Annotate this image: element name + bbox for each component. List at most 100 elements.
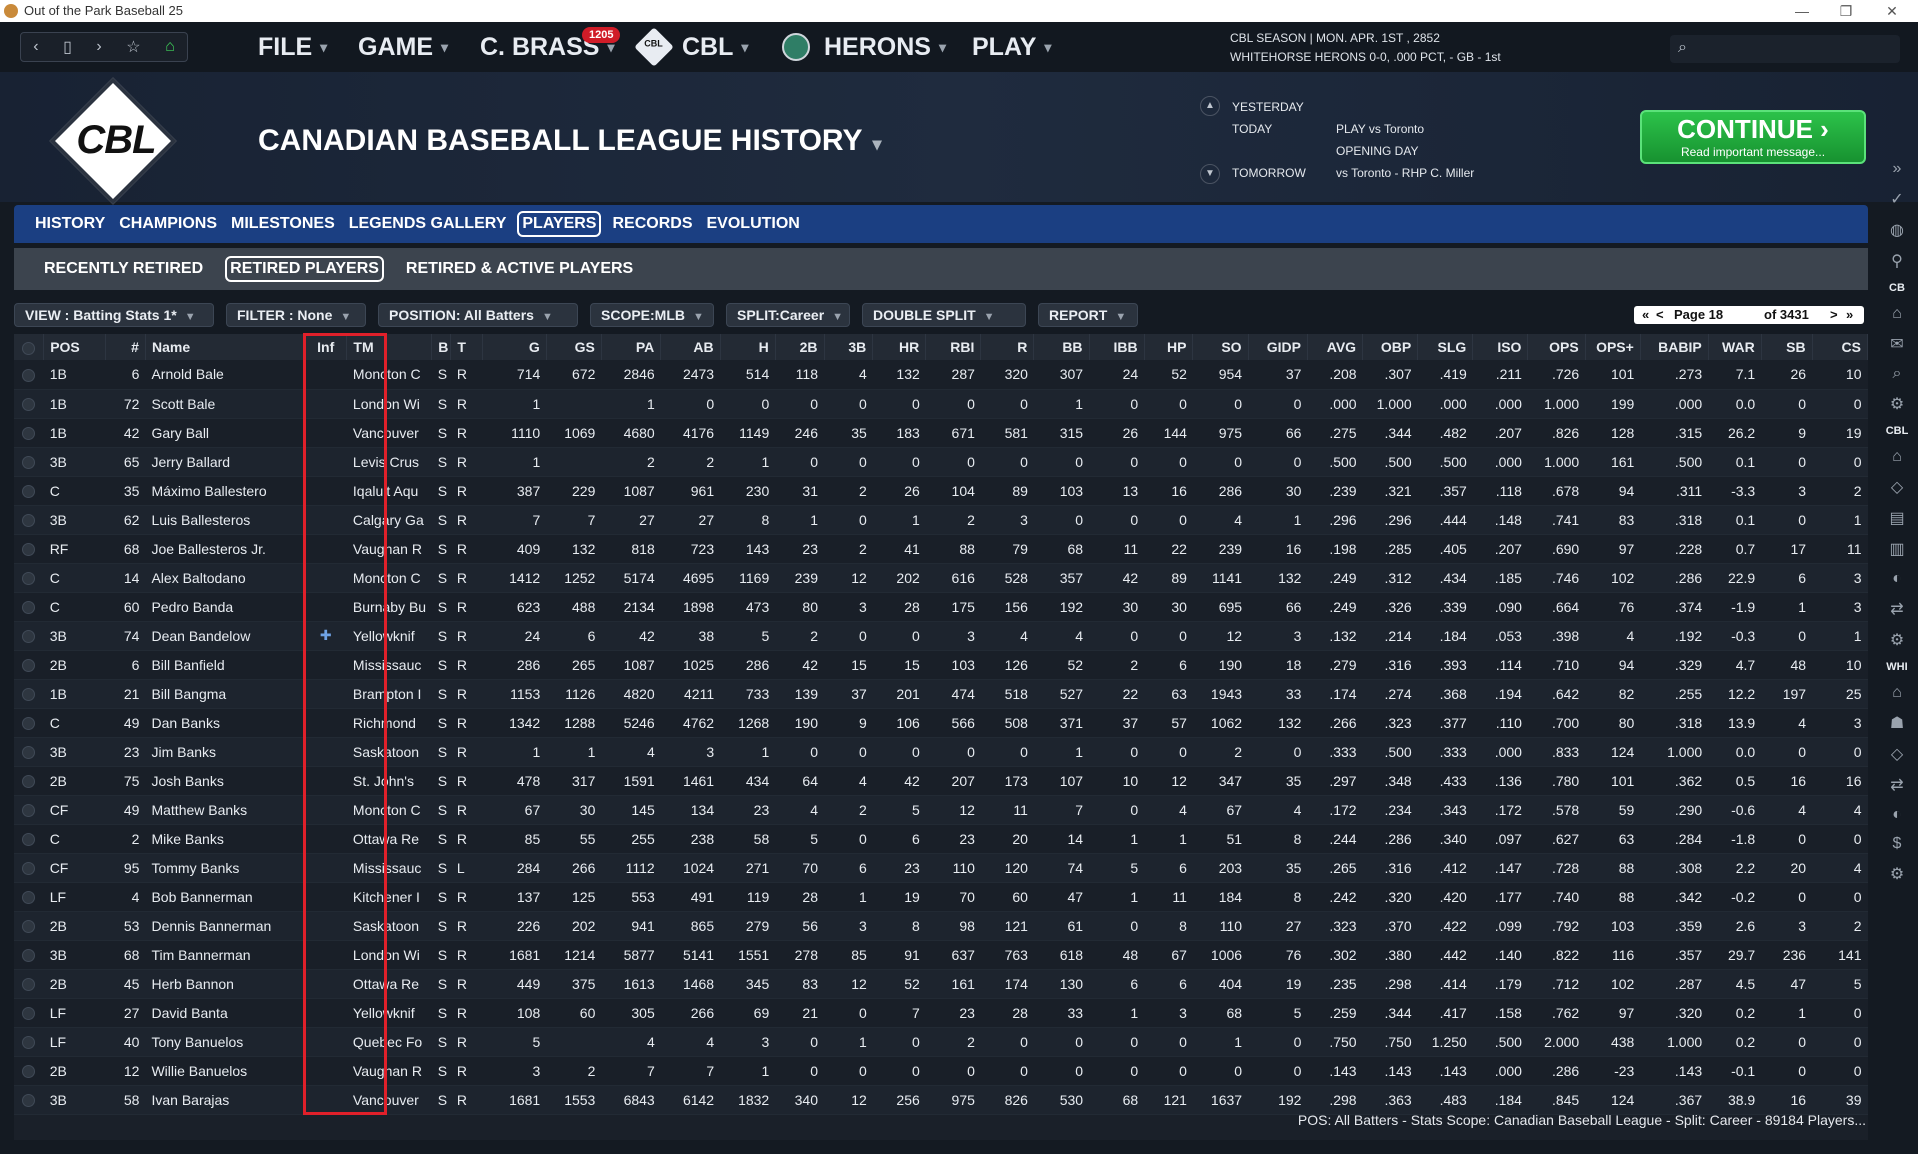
cell-name[interactable]: Dean Bandelow xyxy=(145,621,305,651)
page-title[interactable]: CANADIAN BASEBALL LEAGUE HISTORY ▾ xyxy=(258,124,882,158)
column-header-so[interactable]: SO xyxy=(1192,334,1249,360)
table-row[interactable]: 2B 45 Herb Bannon Ottawa Re S R 449 375 1613 1468… xyxy=(14,969,1868,999)
row-select-radio[interactable] xyxy=(22,485,36,499)
row-select-cell[interactable] xyxy=(14,708,44,738)
row-select-cell[interactable] xyxy=(14,969,44,999)
cell-name[interactable]: Tony Banuelos xyxy=(145,1027,305,1057)
row-select-cell[interactable] xyxy=(14,824,44,854)
table-row[interactable]: CF 95 Tommy Banks Mississauc S L 284 266 1112 102… xyxy=(14,853,1868,883)
row-select-radio[interactable] xyxy=(22,775,36,789)
row-select-cell[interactable] xyxy=(14,1027,44,1057)
row-select-radio[interactable] xyxy=(22,717,36,731)
check-icon[interactable]: ✓ xyxy=(1890,191,1904,208)
cell-name[interactable]: Tommy Banks xyxy=(145,853,305,883)
schedule-today-game[interactable]: PLAY vs Toronto xyxy=(1336,122,1425,136)
position-dropdown[interactable]: POSITION: All Batters ▼ xyxy=(378,303,578,327)
split-dropdown[interactable]: SPLIT:Career ▼ xyxy=(726,303,850,327)
row-select-radio[interactable] xyxy=(22,1094,36,1108)
row-select-cell[interactable] xyxy=(14,737,44,767)
cell-tm[interactable]: Vancouver xyxy=(346,418,432,448)
cell-tm[interactable]: Ottawa Re xyxy=(346,969,432,999)
home-icon[interactable]: ⌂ xyxy=(1892,305,1902,322)
cell-name[interactable]: Alex Baltodano xyxy=(145,563,305,593)
ball-icon[interactable]: ◐ xyxy=(1892,570,1902,587)
view-dropdown[interactable]: VIEW : Batting Stats 1* ▼ xyxy=(14,303,214,327)
column-header-avg[interactable]: AVG xyxy=(1307,334,1364,360)
column-header-gs[interactable]: GS xyxy=(546,334,602,360)
cell-tm[interactable]: Saskatoon xyxy=(346,737,432,767)
first-page-button[interactable]: « xyxy=(1642,307,1650,322)
roster-icon[interactable]: ☗ xyxy=(1889,715,1905,732)
search-input[interactable]: ⌕ xyxy=(1670,35,1900,63)
cell-tm[interactable]: Calgary Ga xyxy=(346,505,432,535)
table-row[interactable]: LF 27 David Banta Yellowknif S R 108 60 305 266 69… xyxy=(14,998,1868,1028)
cell-tm[interactable]: Vaughan R xyxy=(346,1056,432,1086)
restore-button[interactable]: ❐ xyxy=(1839,3,1853,19)
row-select-radio[interactable] xyxy=(22,833,36,847)
row-select-cell[interactable] xyxy=(14,360,44,390)
cell-name[interactable]: Bill Bangma xyxy=(145,679,305,709)
menu-play[interactable]: PLAY ▾ xyxy=(972,32,1051,62)
cell-tm[interactable]: Vancouver xyxy=(346,1085,432,1115)
menu-herons[interactable]: HERONS ▾ xyxy=(782,32,946,62)
column-header-war[interactable]: WAR xyxy=(1708,334,1762,360)
cell-name[interactable]: Dan Banks xyxy=(145,708,305,738)
trade-icon[interactable]: ⇄ xyxy=(1890,601,1904,618)
report-dropdown[interactable]: REPORT ▼ xyxy=(1038,303,1138,327)
page-icon[interactable]: ▯ xyxy=(63,39,72,56)
row-select-radio[interactable] xyxy=(22,1065,36,1079)
table-row[interactable]: 3B 65 Jerry Ballard Levis Crus S R 1 2 2 1 0 0 0 0 0 0 0… xyxy=(14,447,1868,477)
cell-name[interactable]: Tim Bannerman xyxy=(145,940,305,970)
table-row[interactable]: C 2 Mike Banks Ottawa Re S R 85 55 255 238 58 5 0 6 23… xyxy=(14,824,1868,854)
table-row[interactable]: LF 40 Tony Banuelos Quebec Fo S R 5 4 4 3 0 1 0 2 0 0 0 0… xyxy=(14,1027,1868,1057)
row-select-cell[interactable] xyxy=(14,650,44,680)
prev-page-button[interactable]: < xyxy=(1656,307,1664,322)
cell-tm[interactable]: Vaughan R xyxy=(346,534,432,564)
cell-name[interactable]: Scott Bale xyxy=(145,389,305,419)
row-select-radio[interactable] xyxy=(22,543,36,557)
cell-tm[interactable]: London Wi xyxy=(346,389,432,419)
row-select-cell[interactable] xyxy=(14,418,44,448)
row-select-radio[interactable] xyxy=(22,456,36,470)
cell-tm[interactable]: Kitchener I xyxy=(346,882,432,912)
page-input[interactable]: Page 18 xyxy=(1674,307,1724,322)
menu-file[interactable]: FILE ▾ xyxy=(258,32,327,62)
table-row[interactable]: CF 49 Matthew Banks Moncton C S R 67 30 145 134 23… xyxy=(14,795,1868,825)
back-icon[interactable]: ‹ xyxy=(33,38,39,55)
cell-tm[interactable]: Brampton I xyxy=(346,679,432,709)
news-icon[interactable]: ▤ xyxy=(1889,510,1905,527)
row-select-cell[interactable] xyxy=(14,998,44,1028)
cell-name[interactable]: Máximo Ballestero xyxy=(145,476,305,506)
column-header-iso[interactable]: ISO xyxy=(1472,334,1529,360)
column-header-tm[interactable]: TM xyxy=(346,334,433,360)
column-header-g[interactable]: G xyxy=(482,334,547,360)
column-header-3b[interactable]: 3B xyxy=(824,334,874,360)
table-row[interactable]: 3B 23 Jim Banks Saskatoon S R 1 1 4 3 1 0 0 0 0 0 1 0 0 2 0.… xyxy=(14,737,1868,767)
row-select-radio[interactable] xyxy=(22,630,36,644)
column-header-ibb[interactable]: IBB xyxy=(1089,334,1145,360)
table-row[interactable]: 3B 58 Ivan Barajas Vancouver S R 1681 1553 6843 6… xyxy=(14,1085,1868,1115)
cell-name[interactable]: David Banta xyxy=(145,998,305,1028)
mail-icon[interactable]: ✉ xyxy=(1890,336,1904,353)
cell-name[interactable]: Luis Ballesteros xyxy=(145,505,305,535)
home-icon[interactable]: ⌂ xyxy=(165,38,175,55)
cell-name[interactable]: Joe Ballesteros Jr. xyxy=(145,534,305,564)
column-header-ops[interactable]: OPS xyxy=(1527,334,1586,360)
column-header--[interactable]: # xyxy=(105,334,146,360)
row-select-radio[interactable] xyxy=(22,369,36,383)
cell-name[interactable]: Willie Banuelos xyxy=(145,1056,305,1086)
row-select-radio[interactable] xyxy=(22,920,36,934)
row-select-cell[interactable] xyxy=(14,447,44,477)
trade-icon[interactable]: ⇄ xyxy=(1890,777,1904,794)
cell-tm[interactable]: Saskatoon xyxy=(346,911,432,941)
column-header-slg[interactable]: SLG xyxy=(1417,334,1474,360)
row-select-cell[interactable] xyxy=(14,621,44,651)
row-select-cell[interactable] xyxy=(14,940,44,970)
menu-game[interactable]: GAME ▾ xyxy=(358,32,448,62)
table-row[interactable]: 1B 72 Scott Bale London Wi S R 1 1 0 0 0 0 0 0 0 1 0 0 0 0.… xyxy=(14,389,1868,419)
home-icon[interactable]: ⌂ xyxy=(1892,448,1902,465)
column-header-babip[interactable]: BABIP xyxy=(1640,334,1709,360)
table-row[interactable]: 1B 6 Arnold Bale Moncton C S R 714 672 2846 2473 5… xyxy=(14,360,1868,390)
row-select-cell[interactable] xyxy=(14,679,44,709)
